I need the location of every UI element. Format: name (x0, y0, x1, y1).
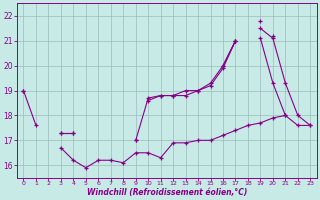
X-axis label: Windchill (Refroidissement éolien,°C): Windchill (Refroidissement éolien,°C) (87, 188, 247, 197)
